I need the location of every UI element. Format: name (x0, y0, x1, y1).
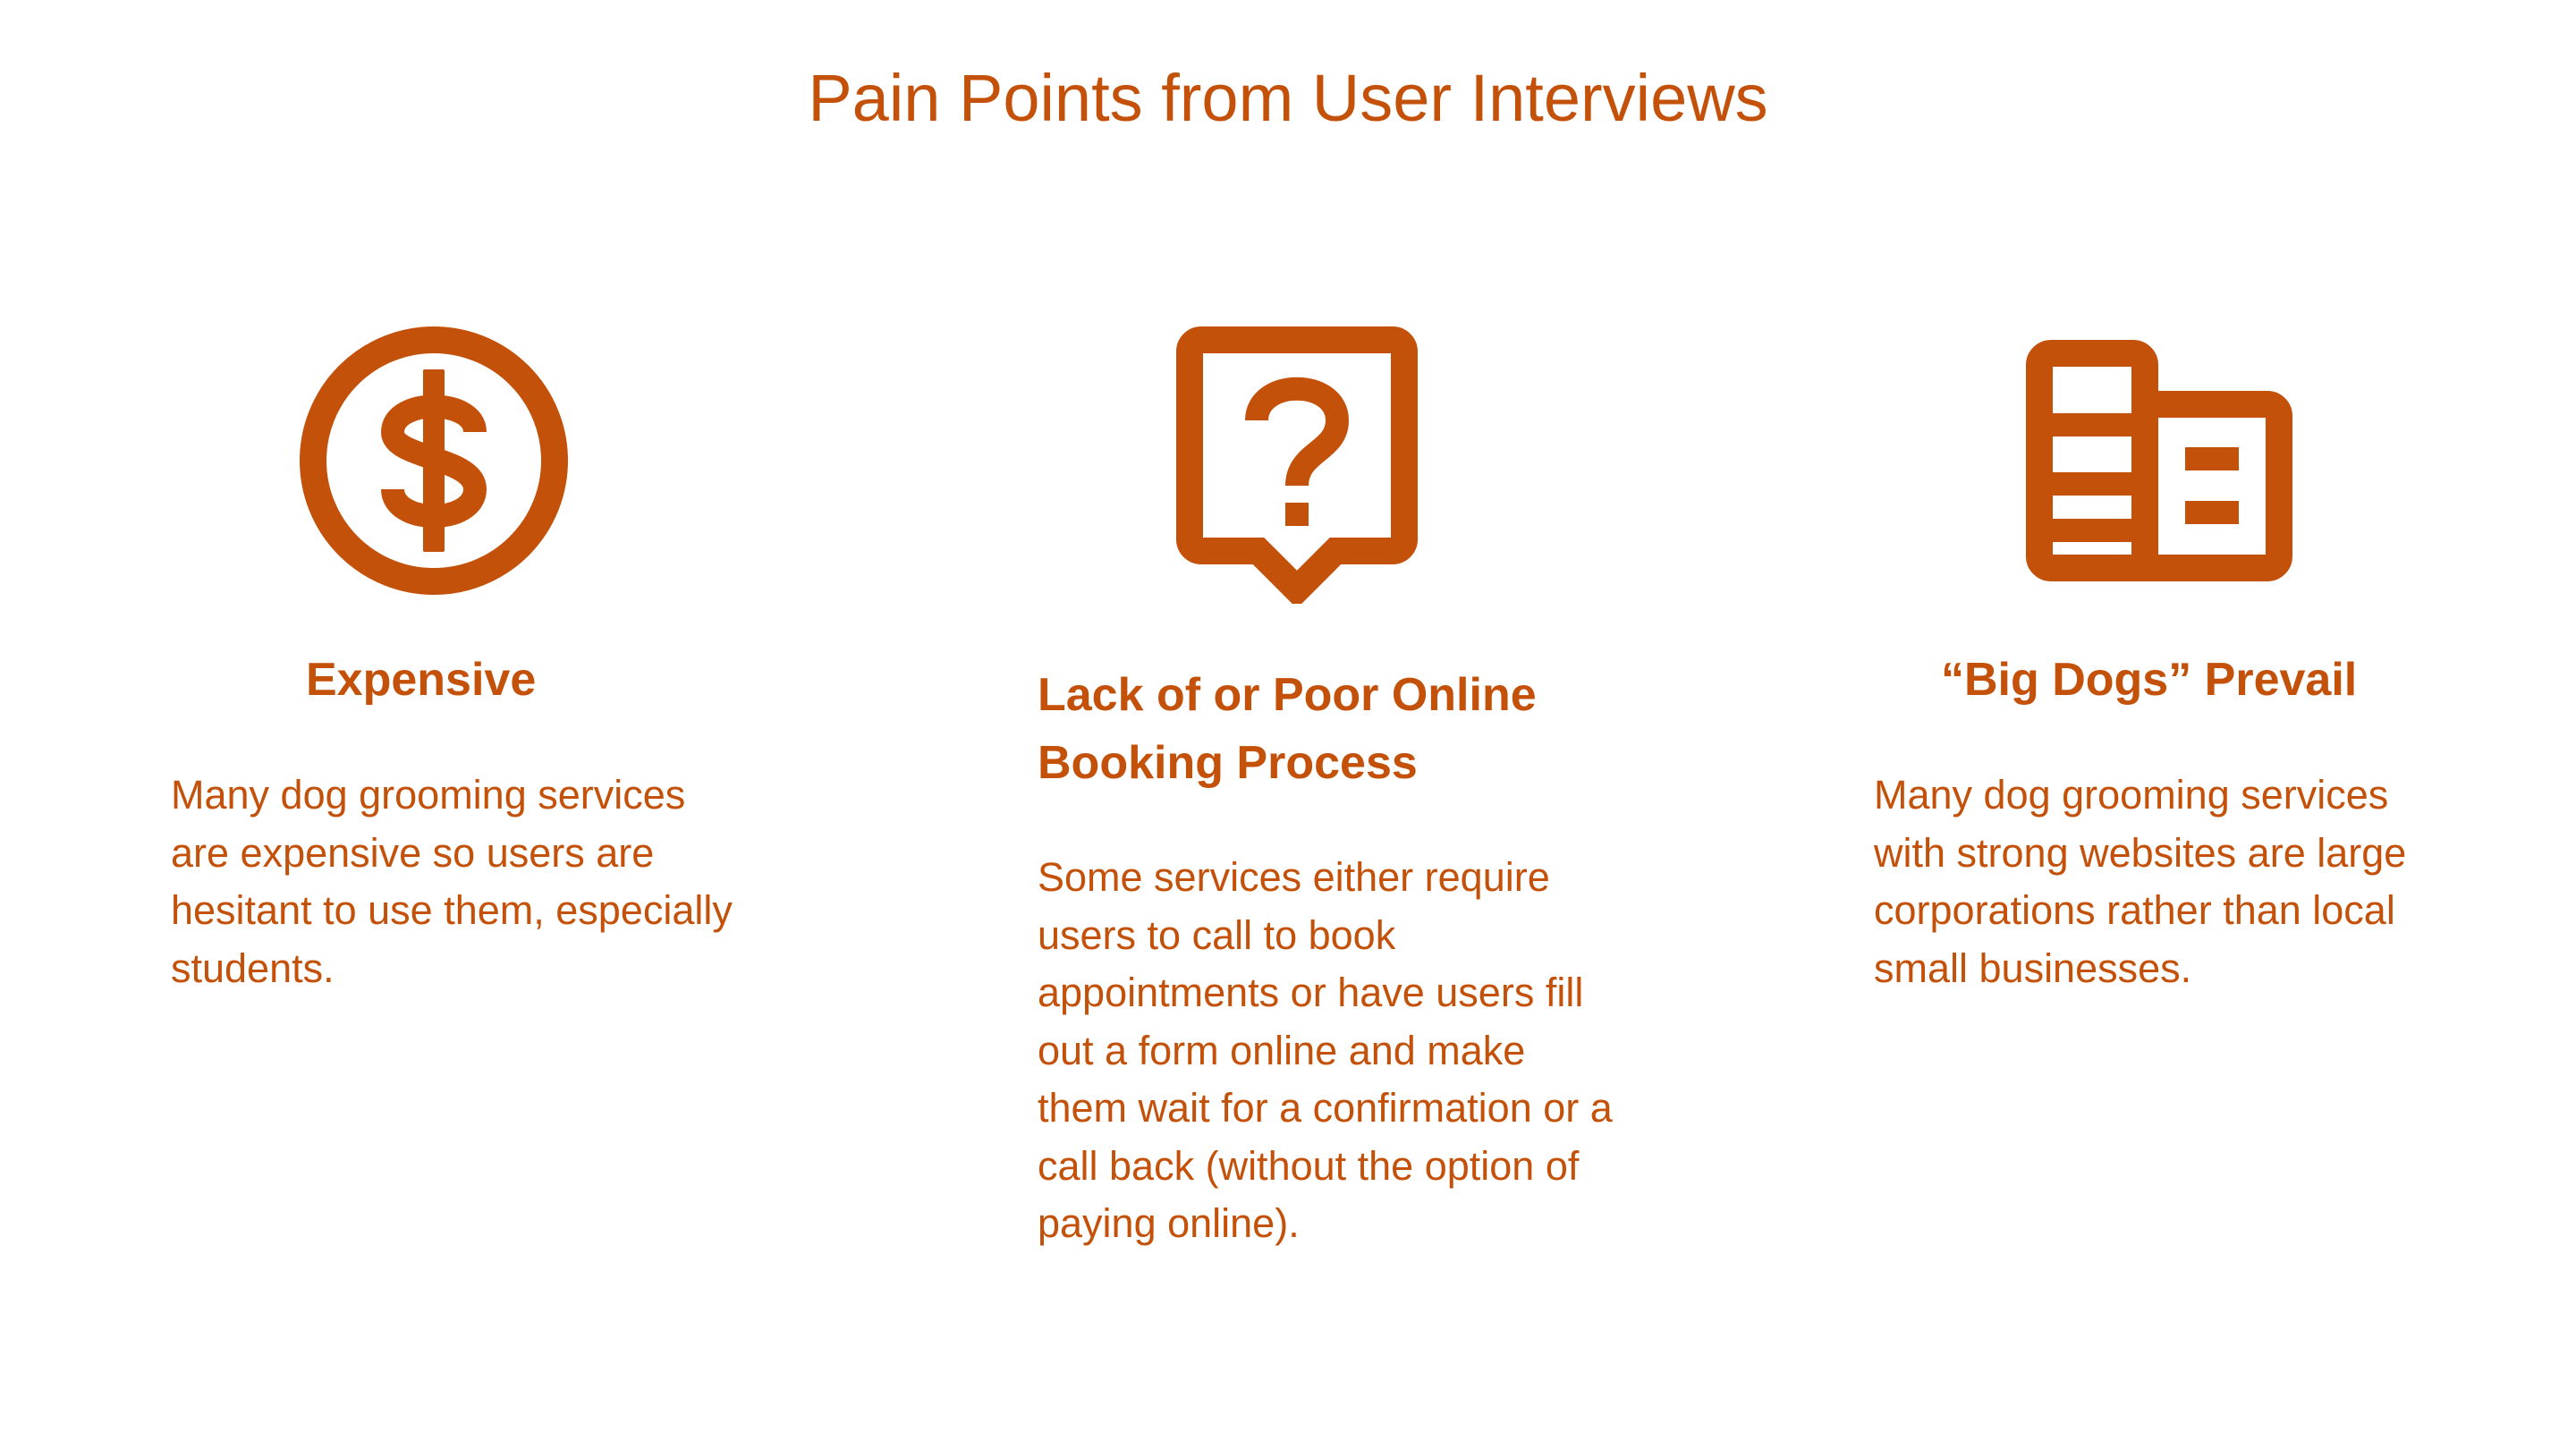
buildings-icon (2026, 340, 2294, 581)
question-speech-bubble-icon (1176, 326, 1418, 604)
page-title: Pain Points from User Interviews (808, 61, 1768, 135)
pain-point-heading-online-booking: Lack of or Poor Online Booking Process (1038, 669, 1537, 789)
pain-point-heading-big-dogs: “Big Dogs” Prevail (1941, 654, 2358, 706)
dollar-circle-icon (300, 326, 568, 595)
pain-point-heading-expensive: Expensive (306, 654, 537, 706)
pain-point-description-big-dogs: Many dog grooming services with strong w… (1874, 772, 2407, 991)
pain-point-description-expensive: Many dog grooming services are expensive… (171, 772, 733, 991)
pain-point-description-online-booking: Some services either require users to ca… (1038, 854, 1613, 1246)
